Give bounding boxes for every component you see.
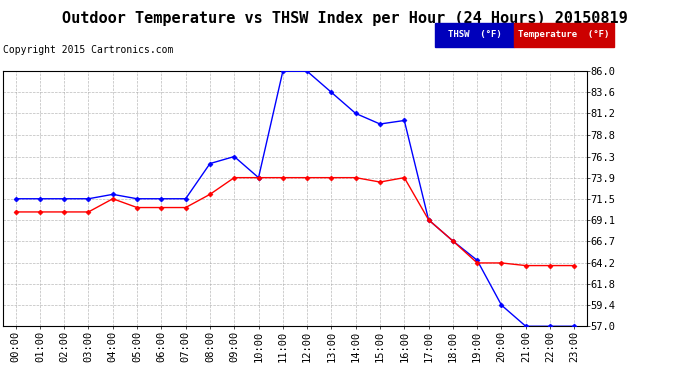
Text: Temperature  (°F): Temperature (°F) xyxy=(518,30,610,39)
Text: THSW  (°F): THSW (°F) xyxy=(448,30,501,39)
Text: Copyright 2015 Cartronics.com: Copyright 2015 Cartronics.com xyxy=(3,45,174,55)
Text: Outdoor Temperature vs THSW Index per Hour (24 Hours) 20150819: Outdoor Temperature vs THSW Index per Ho… xyxy=(62,11,628,26)
